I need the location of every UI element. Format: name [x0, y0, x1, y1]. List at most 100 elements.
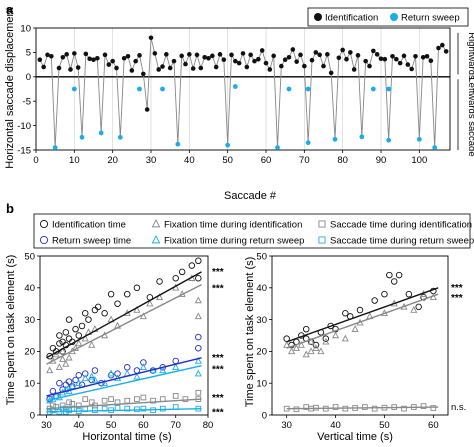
identification-point [106, 62, 112, 67]
identification-point [240, 51, 246, 56]
panel-a-label: a [6, 2, 14, 17]
legend-marker-return-sweep [390, 13, 398, 21]
identification-point [367, 63, 372, 69]
data-point [91, 367, 99, 374]
legend-entry: Return sweep time [52, 236, 131, 247]
identification-point [160, 64, 165, 69]
identification-point [41, 64, 46, 70]
data-point [156, 278, 163, 285]
side-label-rightwards: Rightwards [466, 32, 474, 80]
data-point [49, 344, 57, 352]
y-tick-label: 0 [26, 72, 31, 83]
legend-box [33, 213, 471, 249]
return-sweep-point [359, 134, 365, 140]
x-tick-label: 40 [184, 155, 195, 166]
significance-label: *** [212, 393, 224, 404]
legend-entry: Saccade time during identification [330, 220, 472, 231]
data-point [81, 309, 89, 317]
data-point [91, 375, 99, 383]
identification-point [171, 58, 177, 64]
data-point [420, 403, 427, 409]
x-tick-label: 60 [261, 155, 272, 166]
data-point [101, 397, 108, 404]
panel-b-left-xlabel: Horizontal time (s) [82, 431, 171, 443]
data-point [114, 370, 121, 377]
data-point [56, 332, 63, 339]
identification-point [328, 70, 334, 76]
return-sweep-point [332, 136, 338, 142]
identification-point [436, 45, 441, 51]
legend-marker [318, 236, 326, 244]
data-point [82, 396, 89, 402]
identification-point [290, 47, 296, 52]
data-point [133, 372, 141, 380]
plot-frame [35, 27, 451, 151]
fit-line [46, 398, 202, 410]
significance-label: *** [212, 267, 224, 278]
identification-point [321, 63, 326, 69]
fit-line [46, 407, 202, 413]
data-point [150, 397, 156, 404]
data-point [195, 333, 202, 341]
identification-point [183, 61, 188, 67]
return-sweep-point [386, 137, 392, 143]
identification-point [390, 54, 395, 59]
identification-point [194, 52, 200, 58]
data-point [172, 363, 180, 370]
panel-b-legend: Identification time Return sweep time Fixa… [33, 213, 474, 249]
identification-point [133, 58, 138, 64]
data-point [59, 347, 67, 355]
identification-point [256, 56, 261, 62]
data-point [59, 338, 66, 346]
return-sweep-point [370, 86, 376, 92]
identification-point [363, 58, 368, 64]
data-point [332, 404, 339, 410]
data-point [85, 316, 92, 323]
identification-point [60, 54, 66, 60]
data-point [332, 331, 340, 339]
data-point [195, 389, 202, 396]
identification-point [45, 52, 50, 58]
legend-entry: Fixation time during return sweep [164, 236, 304, 247]
data-point [88, 399, 95, 406]
data-point [124, 405, 131, 412]
y-tick-label: 20 [256, 347, 267, 358]
data-point [52, 350, 60, 358]
data-point [172, 393, 179, 399]
x-tick-label: 0 [33, 155, 38, 166]
data-point [134, 396, 140, 402]
significance-label: *** [212, 365, 224, 376]
data-point [307, 347, 315, 355]
significance-label: *** [212, 284, 224, 295]
identification-point [309, 57, 315, 63]
data-point [81, 334, 89, 342]
identification-point [420, 54, 426, 60]
identification-point [397, 60, 403, 66]
return-sweep-point [305, 140, 311, 146]
fit-line [46, 283, 202, 365]
identification-point [378, 56, 384, 62]
identification-point [221, 57, 227, 63]
identification-point [233, 58, 238, 64]
x-tick-label: 20 [107, 155, 118, 166]
y-tick-label: 10 [24, 379, 35, 390]
data-point [133, 306, 141, 313]
data-point [297, 340, 305, 348]
legend-marker [151, 235, 161, 244]
data-point [381, 290, 388, 298]
identification-point [129, 68, 135, 73]
panel-b-label: b [6, 201, 14, 216]
x-tick-label: 70 [299, 155, 310, 166]
identification-point [198, 65, 204, 71]
identification-point [336, 55, 342, 61]
y-tick-label: -5 [23, 97, 31, 108]
identification-point [313, 50, 319, 55]
legend-marker [39, 235, 49, 245]
data-point [75, 379, 83, 386]
return-sweep-point [286, 86, 292, 92]
identification-point [95, 55, 100, 61]
data-point [312, 344, 320, 351]
data-point [356, 306, 364, 314]
x-tick-label: 30 [41, 420, 52, 431]
y-tick-label: 10 [20, 23, 31, 34]
